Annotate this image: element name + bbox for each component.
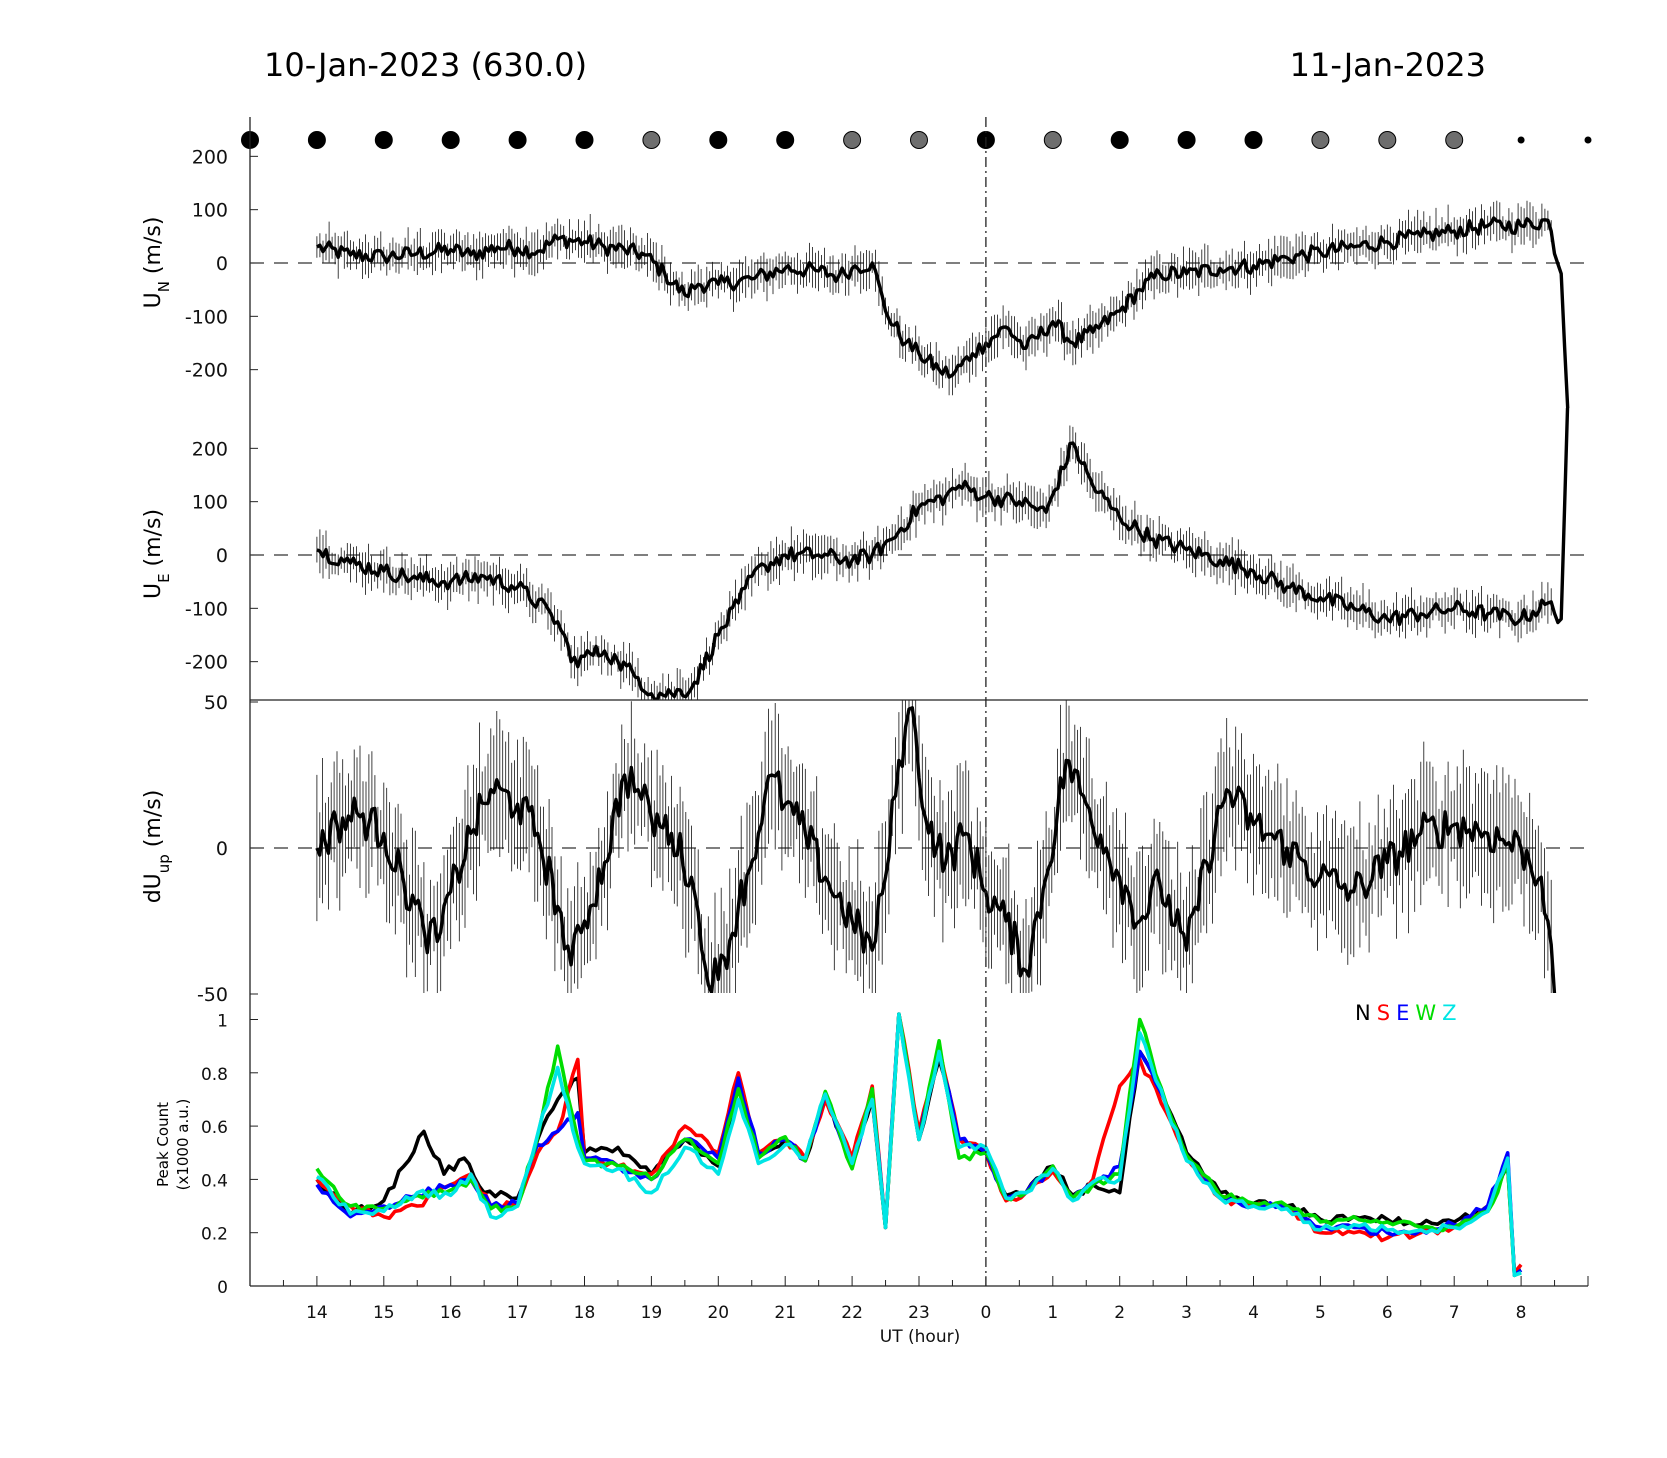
sky-marker-partial bbox=[1311, 131, 1330, 149]
y-tick-label: 0 bbox=[216, 545, 228, 567]
series-un bbox=[316, 216, 1570, 408]
y-tick-label: 0 bbox=[216, 838, 228, 860]
sky-marker-clear bbox=[709, 131, 728, 149]
panel-peak: 1 0.8 0.6 0.4 0.2 0 Peak Count (x1000 a.u.) N S E W… bbox=[154, 993, 1588, 1298]
x-tick-label: 5 bbox=[1315, 1303, 1326, 1323]
sky-marker-clear bbox=[441, 131, 460, 149]
panel-un: 200 100 0 -100 -200 UN (m/s) bbox=[141, 117, 1588, 408]
x-tick-label: 0 bbox=[980, 1303, 991, 1323]
series-W bbox=[315, 1012, 1522, 1278]
sky-marker-partial bbox=[1043, 131, 1062, 149]
x-tick-label: 19 bbox=[641, 1303, 663, 1323]
sky-marker-clear bbox=[1177, 131, 1196, 149]
series-dup bbox=[315, 706, 1557, 993]
y-tick-label: -50 bbox=[197, 984, 228, 1006]
series-S bbox=[315, 1012, 1523, 1275]
x-tick-label: 16 bbox=[440, 1303, 462, 1323]
y-tick-label: 100 bbox=[192, 200, 228, 222]
x-tick-label: 3 bbox=[1181, 1303, 1192, 1323]
sky-marker-clear bbox=[1110, 131, 1129, 149]
x-tick-label: 17 bbox=[507, 1303, 529, 1323]
series-Z bbox=[315, 1012, 1522, 1278]
sky-marker-clear bbox=[374, 131, 393, 149]
sky-marker-clear bbox=[575, 131, 594, 149]
x-axis-label: UT (hour) bbox=[880, 1327, 960, 1347]
x-tick-label: 15 bbox=[373, 1303, 395, 1323]
plot-area bbox=[316, 408, 1570, 700]
sky-marker-clear bbox=[1244, 131, 1263, 149]
x-tick-label: 14 bbox=[306, 1303, 328, 1323]
sky-marker-partial bbox=[1445, 131, 1464, 149]
y-tick-label: 1 bbox=[217, 1012, 228, 1032]
sky-marker-clear bbox=[776, 131, 795, 149]
y-tick-label: 0.8 bbox=[201, 1065, 228, 1085]
x-tick-label: 4 bbox=[1248, 1303, 1259, 1323]
plot-area bbox=[315, 1012, 1523, 1278]
chart-title-left: 10-Jan-2023 (630.0) bbox=[264, 46, 587, 84]
y-axis-label-units: (x1000 a.u.) bbox=[174, 1099, 192, 1191]
legend-item-N: N bbox=[1355, 1001, 1371, 1025]
plot-area bbox=[316, 200, 1570, 408]
legend-item-W: W bbox=[1415, 1001, 1436, 1025]
sky-marker-partial bbox=[910, 131, 928, 149]
error-bars bbox=[316, 425, 1552, 700]
y-tick-label: 0.4 bbox=[201, 1171, 228, 1191]
x-tick-label: 22 bbox=[841, 1303, 863, 1323]
chart-title-right: 11-Jan-2023 bbox=[1290, 46, 1486, 84]
x-tick-label: 8 bbox=[1516, 1303, 1527, 1323]
sky-marker-clear bbox=[508, 131, 527, 149]
sky-marker-partial bbox=[843, 131, 862, 149]
panel-ue: 200 100 0 -100 -200 UE (m/s) bbox=[141, 408, 1588, 700]
x-tick-label: 23 bbox=[908, 1303, 930, 1323]
y-tick-label: 0.6 bbox=[201, 1118, 228, 1138]
x-tick-label: 6 bbox=[1382, 1303, 1393, 1323]
sky-marker-partial bbox=[642, 131, 661, 149]
x-tick-label: 18 bbox=[574, 1303, 596, 1323]
legend-item-Z: Z bbox=[1442, 1001, 1456, 1025]
legend-item-E: E bbox=[1396, 1001, 1409, 1025]
x-axis: 14 15 16 17 18 19 20 21 22 23 0 1 2 3 4 5 6 7 8 bbox=[249, 1276, 1589, 1323]
y-axis-label: UE (m/s) bbox=[141, 509, 173, 599]
y-axis-label: UN (m/s) bbox=[141, 217, 173, 309]
panel-dup: 50 0 -50 dUup (m/s) bbox=[141, 692, 1588, 1006]
sky-marker-none bbox=[1517, 136, 1525, 144]
y-tick-label: 200 bbox=[192, 146, 228, 168]
y-tick-label: -100 bbox=[185, 306, 228, 328]
y-tick-label: -100 bbox=[185, 598, 228, 620]
y-tick-label: 200 bbox=[192, 438, 228, 460]
series-E bbox=[315, 1012, 1523, 1278]
y-axis-label: Peak Count bbox=[154, 1102, 172, 1187]
legend-item-S: S bbox=[1377, 1001, 1390, 1025]
x-tick-label: 1 bbox=[1047, 1303, 1058, 1323]
y-tick-label: 0 bbox=[216, 253, 228, 275]
y-tick-label: 100 bbox=[192, 492, 228, 514]
y-tick-label: 0 bbox=[217, 1278, 228, 1298]
x-tick-label: 21 bbox=[774, 1303, 796, 1323]
sky-condition-markers bbox=[241, 131, 1592, 149]
series-ue bbox=[316, 408, 1570, 700]
sky-marker-clear bbox=[307, 131, 326, 149]
sky-marker-none bbox=[1584, 136, 1592, 144]
plot-area bbox=[315, 700, 1557, 993]
y-tick-label: 50 bbox=[204, 692, 228, 714]
y-tick-label: -200 bbox=[185, 652, 228, 674]
y-axis-label: dUup (m/s) bbox=[141, 790, 173, 904]
sky-marker-partial bbox=[1378, 131, 1397, 149]
y-tick-label: -200 bbox=[185, 360, 228, 382]
x-tick-label: 7 bbox=[1449, 1303, 1460, 1323]
x-tick-label: 20 bbox=[707, 1303, 729, 1323]
x-tick-label: 2 bbox=[1114, 1303, 1125, 1323]
y-tick-label: 0.2 bbox=[201, 1225, 228, 1245]
